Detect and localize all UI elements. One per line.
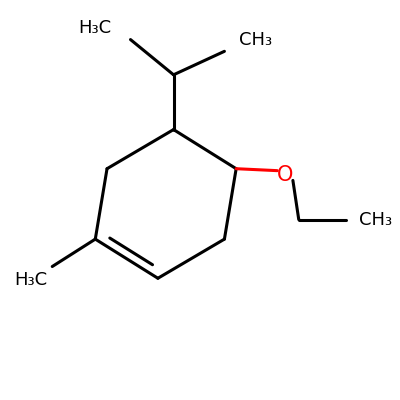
Text: H₃C: H₃C bbox=[14, 271, 47, 289]
Text: CH₃: CH₃ bbox=[360, 210, 392, 228]
Text: CH₃: CH₃ bbox=[239, 30, 272, 48]
Text: H₃C: H₃C bbox=[79, 19, 112, 37]
Text: O: O bbox=[277, 164, 293, 184]
